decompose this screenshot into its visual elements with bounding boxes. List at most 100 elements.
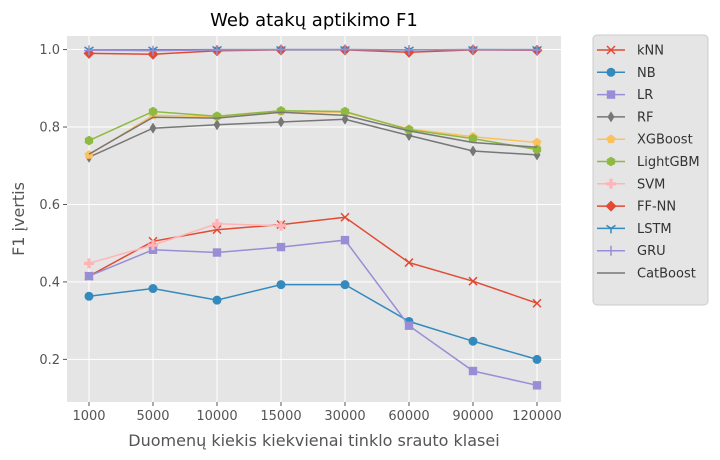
legend-marker bbox=[606, 156, 616, 167]
legend-label: XGBoost bbox=[637, 133, 693, 148]
data-point-nb bbox=[340, 280, 350, 290]
legend-item-svm: SVM bbox=[597, 177, 665, 192]
x-tick-label: 60000 bbox=[388, 409, 429, 424]
legend-label: FF-NN bbox=[637, 200, 676, 215]
legend-box bbox=[592, 34, 709, 306]
series-line-lightgbm bbox=[88, 109, 538, 151]
series-svm bbox=[84, 218, 286, 269]
series-line-lr bbox=[88, 239, 538, 387]
data-point-rf bbox=[149, 122, 157, 134]
y-ticks: 0.2 0.4 0.6 0.8 1.0 bbox=[39, 43, 67, 368]
legend-marker bbox=[606, 90, 616, 99]
legend-item-gru: GRU bbox=[597, 244, 666, 259]
data-point-knn bbox=[532, 298, 542, 308]
series-line-gru bbox=[88, 48, 538, 52]
legend: kNN NB LR RF XGBoost LightGBM SVM FF-NN LSTM GRU C… bbox=[592, 34, 709, 306]
series-line-svm bbox=[88, 223, 282, 265]
legend-label: NB bbox=[637, 66, 656, 81]
data-point-nb bbox=[212, 295, 222, 305]
data-point-gru bbox=[276, 44, 286, 55]
data-point-gru bbox=[404, 44, 414, 55]
legend-marker bbox=[606, 67, 616, 77]
series-gru bbox=[84, 44, 542, 56]
legend-item-nb: NB bbox=[597, 66, 656, 81]
legend-marker bbox=[606, 178, 616, 189]
data-point-lr bbox=[532, 381, 542, 390]
data-point-knn bbox=[404, 258, 414, 268]
data-point-lr bbox=[340, 235, 350, 245]
legend-item-xgboost: XGBoost bbox=[597, 133, 693, 148]
data-point-rf bbox=[469, 145, 477, 157]
y-tick-label: 1.0 bbox=[39, 43, 60, 58]
data-point-lightgbm bbox=[340, 106, 350, 117]
data-point-knn bbox=[212, 225, 222, 235]
x-tick-label: 90000 bbox=[452, 409, 493, 424]
data-point-knn bbox=[340, 212, 350, 222]
data-point-rf bbox=[213, 119, 221, 131]
data-point-gru bbox=[148, 45, 158, 56]
series-line-xgboost bbox=[88, 110, 538, 156]
x-tick-label: 15000 bbox=[260, 409, 301, 424]
legend-marker bbox=[606, 224, 616, 234]
series-line-knn bbox=[88, 216, 538, 304]
legend-item-knn: kNN bbox=[597, 44, 664, 59]
y-axis-label: F1 įvertis bbox=[9, 182, 28, 256]
legend-item-lstm: LSTM bbox=[597, 222, 672, 237]
data-point-svm bbox=[84, 258, 94, 269]
data-point-lr bbox=[84, 271, 94, 281]
y-tick-label: 0.8 bbox=[39, 121, 60, 136]
series-line-rf bbox=[88, 118, 538, 158]
x-tick-label: 1000 bbox=[72, 409, 105, 424]
y-tick-label: 0.2 bbox=[39, 353, 60, 368]
legend-label: LR bbox=[637, 88, 653, 103]
data-point-gru bbox=[340, 44, 350, 55]
data-point-gru bbox=[468, 44, 478, 55]
legend-item-lr: LR bbox=[597, 88, 653, 103]
series-line-nb bbox=[88, 283, 538, 361]
legend-item-lightgbm: LightGBM bbox=[597, 155, 700, 170]
data-point-lr bbox=[276, 242, 286, 252]
legend-label: SVM bbox=[637, 177, 665, 192]
legend-label: LightGBM bbox=[637, 155, 700, 170]
legend-marker bbox=[605, 200, 617, 212]
data-point-lr bbox=[212, 248, 222, 257]
data-point-lightgbm bbox=[468, 133, 478, 144]
data-point-svm bbox=[148, 240, 158, 251]
legend-marker bbox=[606, 245, 616, 256]
x-tick-label: 10000 bbox=[196, 409, 237, 424]
data-point-svm bbox=[276, 220, 286, 231]
data-point-nb bbox=[148, 284, 158, 294]
legend-item-catboost: CatBoost bbox=[597, 267, 696, 282]
data-point-lightgbm bbox=[404, 124, 414, 135]
series-catboost bbox=[88, 111, 538, 155]
data-point-lightgbm bbox=[84, 135, 94, 146]
legend-marker bbox=[607, 111, 615, 123]
legend-label: GRU bbox=[637, 244, 666, 259]
x-axis-label: Duomenų kiekis kiekvienai tinklo srauto … bbox=[128, 431, 499, 450]
legend-label: LSTM bbox=[637, 222, 672, 237]
data-point-gru bbox=[84, 45, 94, 56]
data-point-svm bbox=[212, 218, 222, 229]
data-point-nb bbox=[468, 336, 478, 346]
legend-label: CatBoost bbox=[637, 267, 696, 282]
data-point-xgboost bbox=[532, 137, 542, 147]
plot-area bbox=[67, 36, 561, 402]
y-tick-label: 0.6 bbox=[39, 198, 60, 213]
series-line-catboost bbox=[88, 111, 538, 155]
legend-label: RF bbox=[637, 110, 654, 125]
data-point-rf bbox=[277, 116, 285, 128]
x-tick-label: 30000 bbox=[324, 409, 365, 424]
data-point-lightgbm bbox=[148, 106, 158, 117]
x-tick-label: 120000 bbox=[512, 409, 562, 424]
y-tick-label: 0.4 bbox=[39, 275, 60, 290]
series-layer bbox=[83, 44, 543, 390]
data-point-gru bbox=[532, 44, 542, 55]
data-point-lr bbox=[404, 321, 414, 330]
data-point-nb bbox=[84, 291, 94, 301]
legend-marker bbox=[606, 134, 616, 144]
data-point-knn bbox=[468, 276, 478, 286]
data-point-gru bbox=[212, 44, 222, 55]
legend-item-ff-nn: FF-NN bbox=[597, 200, 676, 215]
data-point-nb bbox=[276, 280, 286, 290]
